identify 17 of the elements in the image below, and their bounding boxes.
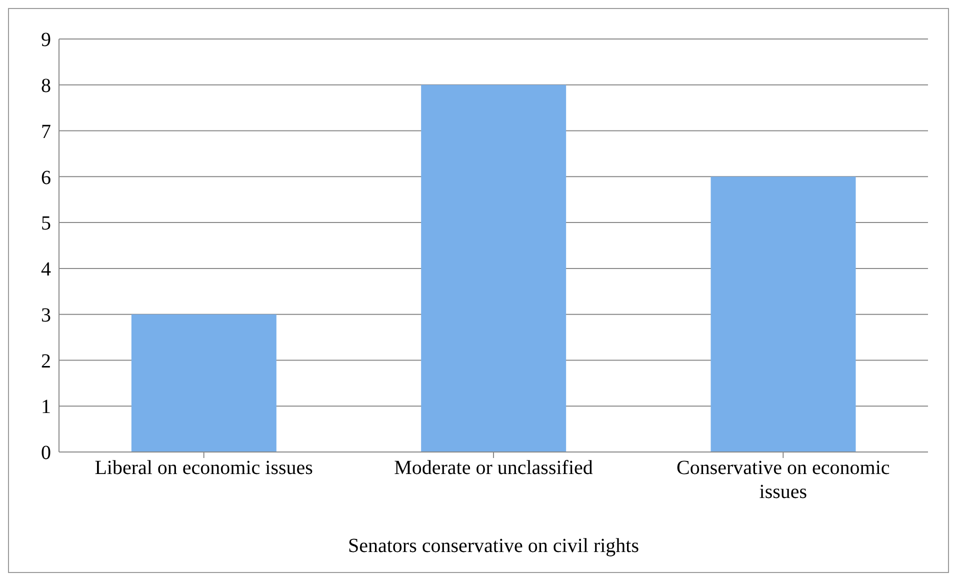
bar	[710, 176, 856, 452]
y-tick-label: 6	[41, 166, 51, 189]
x-tick-label: Moderate or unclassified	[394, 457, 593, 479]
x-tick-label: Liberal on economic issues	[94, 457, 314, 479]
y-tick-label: 5	[41, 212, 51, 235]
bar	[131, 314, 276, 452]
x-axis-title: Senators conservative on civil rights	[348, 535, 640, 557]
y-tick-label: 9	[41, 29, 51, 52]
y-tick-label: 0	[41, 442, 51, 464]
bar	[421, 84, 566, 452]
y-tick-label: 1	[41, 396, 51, 418]
x-tick-label: Conservative on economic issues	[676, 457, 890, 503]
y-tick-label: 2	[41, 350, 51, 372]
y-tick-label: 7	[41, 120, 51, 143]
y-tick-label: 4	[41, 258, 51, 281]
y-tick-label: 8	[41, 74, 51, 97]
y-tick-label: 3	[41, 304, 51, 326]
